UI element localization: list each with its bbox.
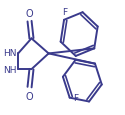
Text: O: O [26,9,33,18]
Text: F: F [74,93,79,102]
Text: F: F [62,8,67,17]
Text: O: O [26,91,33,101]
Text: NH: NH [3,66,17,75]
Text: HN: HN [3,49,17,58]
